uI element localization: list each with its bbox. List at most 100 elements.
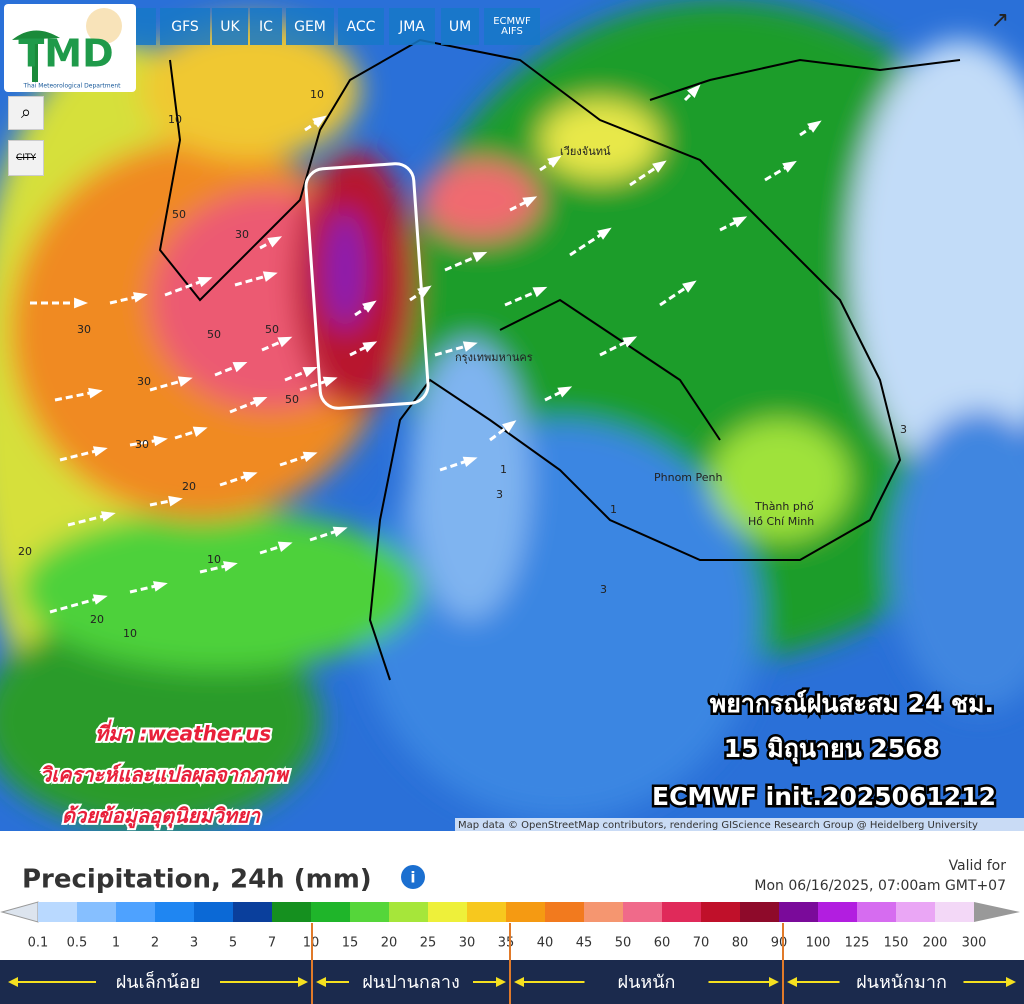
arrow-head bbox=[298, 977, 308, 987]
color-bar: 0.10.51235710152025303540455060708090100… bbox=[0, 901, 1020, 951]
level-label: 125 bbox=[845, 936, 870, 951]
wind-arrow bbox=[434, 343, 471, 357]
arrow-head bbox=[682, 280, 697, 293]
arrow-head bbox=[277, 541, 293, 552]
level-label: 100 bbox=[806, 936, 831, 951]
contour-label: 20 bbox=[18, 545, 32, 558]
precip-field bbox=[0, 0, 1024, 830]
wind-arrow bbox=[149, 498, 176, 507]
arrow-head bbox=[223, 561, 238, 572]
wind-arrow bbox=[164, 278, 206, 297]
arrow-head bbox=[322, 376, 338, 387]
legend: Precipitation, 24h (mm) i Valid for Mon … bbox=[0, 858, 1024, 1004]
model-button[interactable]: ACC bbox=[338, 8, 384, 45]
arrow-head bbox=[1006, 977, 1016, 987]
model-button[interactable]: IC bbox=[250, 8, 282, 45]
info-icon[interactable] bbox=[401, 865, 425, 889]
arrow-head bbox=[252, 397, 268, 408]
attribution-bg bbox=[455, 818, 1024, 831]
color-swatch bbox=[233, 902, 272, 922]
color-swatch bbox=[740, 902, 779, 922]
zoom-button[interactable]: ⌕ bbox=[8, 96, 44, 130]
arrow-head bbox=[462, 456, 478, 467]
level-label: 40 bbox=[537, 936, 554, 951]
wind-arrow bbox=[659, 283, 691, 307]
arrow-head bbox=[362, 300, 377, 313]
wind-arrow bbox=[544, 388, 566, 402]
category-label: ฝนหนักมาก bbox=[856, 972, 947, 993]
color-swatch bbox=[857, 902, 896, 922]
place-label: เวียงจันทน์ bbox=[560, 145, 611, 158]
category-label: ฝนเล็กน้อย bbox=[116, 970, 201, 993]
arrow-head bbox=[417, 285, 432, 298]
color-swatch bbox=[116, 902, 155, 922]
level-label: 2 bbox=[151, 936, 159, 951]
place-label: กรุงเทพมหานคร bbox=[455, 351, 533, 364]
arrow-head bbox=[687, 84, 701, 98]
arrow-head bbox=[362, 341, 378, 353]
level-label: 60 bbox=[654, 936, 671, 951]
arrow-head bbox=[197, 277, 213, 288]
arrow-head bbox=[557, 386, 573, 398]
logo[interactable]: TMD Thai Meteorological Department bbox=[4, 4, 136, 92]
level-label: 70 bbox=[693, 936, 710, 951]
wind-arrow bbox=[509, 198, 531, 212]
city-button[interactable]: CITY bbox=[8, 140, 44, 176]
valid-time: Mon 06/16/2025, 07:00am GMT+07 bbox=[754, 878, 1006, 894]
arrow-head bbox=[8, 977, 18, 987]
arrow-head bbox=[133, 292, 148, 303]
wind-arrow bbox=[234, 273, 271, 287]
arrow-head bbox=[267, 236, 283, 248]
model-button[interactable]: UK bbox=[212, 8, 248, 45]
contour-label: 1 bbox=[610, 503, 617, 516]
level-label: 20 bbox=[381, 936, 398, 951]
color-swatch bbox=[350, 902, 389, 922]
category-label: ฝนหนัก bbox=[618, 972, 676, 993]
model-button[interactable]: UM bbox=[441, 8, 479, 45]
logo-art: TMD Thai Meteorological Department bbox=[12, 8, 122, 90]
color-swatch bbox=[818, 902, 857, 922]
arrow-head bbox=[496, 977, 506, 987]
level-label: 300 bbox=[962, 936, 987, 951]
arrow-head bbox=[532, 286, 548, 298]
logo-subtitle: Thai Meteorological Department bbox=[23, 83, 122, 90]
color-swatch bbox=[38, 902, 77, 922]
level-label: 45 bbox=[576, 936, 593, 951]
color-swatch bbox=[584, 902, 623, 922]
valid-label: Valid for bbox=[949, 858, 1007, 874]
borders bbox=[158, 38, 961, 681]
wind-arrow bbox=[719, 218, 741, 232]
arrow-head bbox=[92, 446, 108, 457]
level-label: 5 bbox=[229, 936, 237, 951]
place-label: Thành phố bbox=[754, 500, 814, 513]
contour-label: 20 bbox=[90, 613, 104, 626]
category-label-bg bbox=[584, 969, 709, 995]
model-button[interactable]: ECMWF AIFS bbox=[484, 8, 540, 45]
model-button[interactable]: GEM bbox=[286, 8, 334, 45]
wind-arrow bbox=[569, 230, 606, 257]
model-button[interactable] bbox=[136, 8, 156, 45]
contour-label: 30 bbox=[137, 375, 151, 388]
wind-arrow bbox=[444, 253, 481, 272]
arrow-head bbox=[769, 977, 779, 987]
model-button[interactable]: JMA bbox=[389, 8, 435, 45]
arrow-head bbox=[74, 297, 88, 309]
place-label: Phnom Penh bbox=[654, 471, 722, 484]
arrow-head bbox=[462, 341, 478, 352]
wind-arrow bbox=[49, 596, 101, 614]
level-label: 0.5 bbox=[67, 936, 88, 951]
contour-label: 1 bbox=[500, 463, 507, 476]
color-swatch bbox=[506, 902, 545, 922]
arrow-head bbox=[192, 426, 208, 437]
overlay-date: 15 มิถุนายน 2568 bbox=[724, 734, 940, 765]
color-swatch bbox=[467, 902, 506, 922]
model-button[interactable]: GFS bbox=[160, 8, 210, 45]
contour-label: 10 bbox=[310, 88, 324, 101]
arrow-head bbox=[732, 216, 748, 228]
level-label: 90 bbox=[771, 936, 788, 951]
share-button[interactable]: ↗ bbox=[990, 8, 1010, 33]
contour-label: 50 bbox=[207, 328, 221, 341]
arrow-head bbox=[597, 227, 612, 240]
bar-end bbox=[974, 902, 1020, 922]
